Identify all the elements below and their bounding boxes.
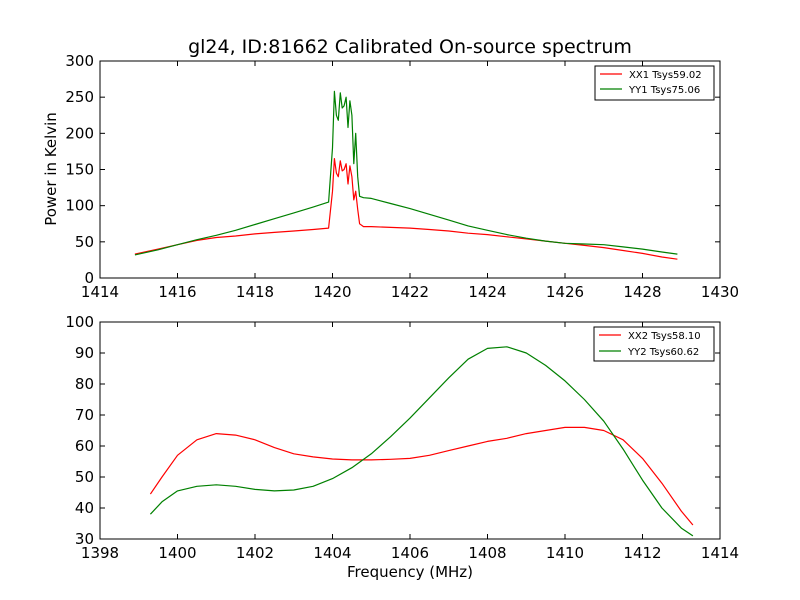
bottom-plot-frame: [99, 321, 721, 540]
top-series-line-1: [134, 90, 678, 256]
bottom-x-tick-label: 1414: [701, 544, 739, 562]
top-x-tick-label: 1416: [158, 283, 196, 301]
top-series-layer: [134, 90, 678, 260]
top-x-tick-label: 1418: [236, 283, 274, 301]
top-ticks-layer: 1414 1416 1418 1420 1422 1424 1426 1428 1430 0 50 1…: [65, 52, 739, 301]
bottom-series-line-1: [149, 346, 694, 537]
bottom-x-tick-label: 1410: [546, 544, 584, 562]
bottom-x-tick-label: 1402: [236, 544, 274, 562]
top-y-tick-label: 250: [65, 88, 94, 106]
top-chart: gl24, ID:81662 Calibrated On-source spec…: [42, 36, 739, 301]
top-x-tick-label: 1420: [313, 283, 351, 301]
bottom-x-tick-label: 1398: [81, 544, 119, 562]
bottom-x-tick-label: 1408: [468, 544, 506, 562]
top-y-tick-label: 200: [65, 124, 94, 142]
bottom-legend-box: [593, 326, 715, 362]
top-x-tick-label: 1414: [81, 283, 119, 301]
bottom-x-tick-label: 1404: [313, 544, 351, 562]
top-legend-box: [594, 65, 715, 101]
legend-label-xx2: XX2 Tsys58.10: [628, 331, 701, 342]
bottom-y-tick-label: 80: [75, 375, 94, 393]
bottom-y-tick-label: 60: [75, 437, 94, 455]
bottom-chart: Frequency (MHz) 1398 1400 1402 1404 1406 1408…: [65, 313, 739, 581]
top-x-tick-label: 1426: [546, 283, 584, 301]
bottom-x-tick-label: 1406: [391, 544, 429, 562]
bottom-series-layer: [149, 346, 694, 537]
bottom-y-tick-label: 40: [75, 499, 94, 517]
bottom-y-tick-label: 90: [75, 344, 94, 362]
y-axis-label: Power in Kelvin: [42, 112, 60, 226]
top-y-tick-label: 0: [84, 269, 94, 287]
bottom-y-tick-label: 70: [75, 406, 94, 424]
top-y-tick-label: 50: [75, 233, 94, 251]
top-x-tick-label: 1424: [468, 283, 506, 301]
bottom-y-tick-label: 50: [75, 468, 94, 486]
top-x-tick-label: 1422: [391, 283, 429, 301]
x-axis-label: Frequency (MHz): [347, 563, 473, 581]
bottom-y-tick-label: 100: [65, 313, 94, 331]
top-y-tick-label: 100: [65, 197, 94, 215]
legend-label-xx1: XX1 Tsys59.02: [629, 70, 702, 81]
chart-title: gl24, ID:81662 Calibrated On-source spec…: [188, 36, 632, 58]
top-x-tick-label: 1428: [623, 283, 661, 301]
top-y-tick-label: 150: [65, 161, 94, 179]
bottom-legend: XX2 Tsys58.10 YY2 Tsys60.62: [593, 326, 715, 362]
bottom-x-tick-label: 1400: [158, 544, 196, 562]
bottom-series-line-0: [149, 426, 694, 526]
top-x-tick-label: 1430: [701, 283, 739, 301]
bottom-x-tick-label: 1412: [623, 544, 661, 562]
top-legend: XX1 Tsys59.02 YY1 Tsys75.06: [594, 65, 715, 101]
top-plot-frame: [99, 60, 721, 279]
legend-label-yy1: YY1 Tsys75.06: [628, 85, 700, 96]
bottom-y-tick-label: 30: [75, 530, 94, 548]
top-y-tick-label: 300: [65, 52, 94, 70]
legend-label-yy2: YY2 Tsys60.62: [627, 347, 699, 358]
